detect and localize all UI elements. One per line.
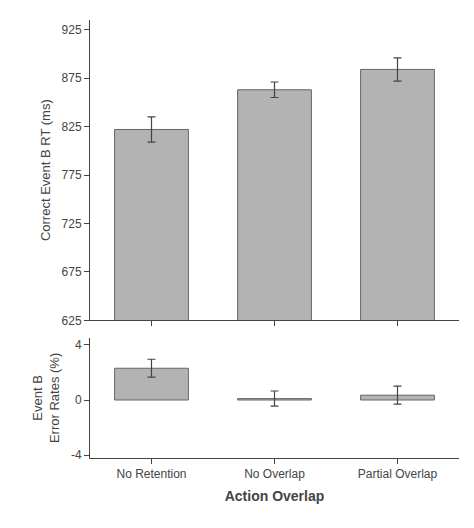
- svg-text:No Retention: No Retention: [116, 467, 186, 481]
- svg-text:4: 4: [75, 338, 82, 352]
- svg-text:725: 725: [62, 217, 82, 231]
- svg-text:-4: -4: [71, 448, 82, 462]
- svg-text:625: 625: [62, 314, 82, 328]
- svg-text:Action Overlap: Action Overlap: [225, 488, 325, 504]
- svg-text:925: 925: [62, 23, 82, 37]
- svg-text:675: 675: [62, 265, 82, 279]
- svg-text:Event BError Rates (%): Event BError Rates (%): [30, 353, 62, 443]
- svg-text:Correct Event B RT (ms): Correct Event B RT (ms): [38, 99, 53, 241]
- svg-text:0: 0: [75, 393, 82, 407]
- svg-text:875: 875: [62, 71, 82, 85]
- svg-text:No Overlap: No Overlap: [244, 467, 305, 481]
- svg-text:825: 825: [62, 120, 82, 134]
- svg-text:775: 775: [62, 168, 82, 182]
- svg-text:Partial Overlap: Partial Overlap: [358, 467, 438, 481]
